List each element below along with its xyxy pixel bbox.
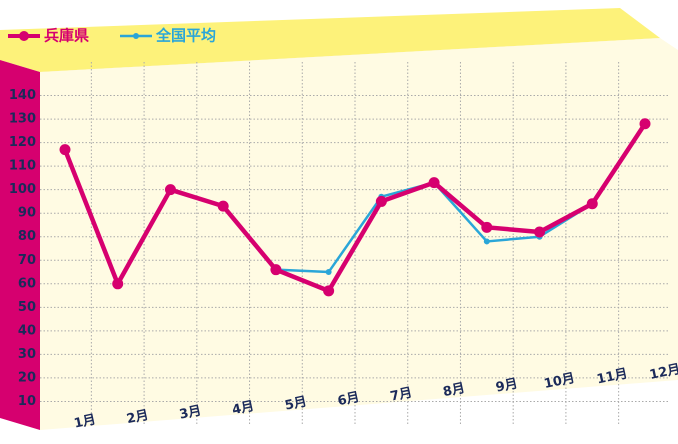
y-tick-label: 70	[18, 253, 36, 268]
x-tick-label: 3月	[178, 403, 203, 422]
x-tick-label: 6月	[336, 390, 361, 409]
data-point	[323, 285, 335, 297]
y-tick-label: 50	[18, 300, 36, 315]
data-point	[164, 184, 176, 196]
plot-area	[40, 38, 678, 430]
data-point	[59, 144, 71, 156]
legend-label: 全国平均	[155, 27, 216, 45]
y-tick-label: 20	[18, 370, 36, 385]
data-point	[325, 269, 332, 276]
data-point	[217, 200, 229, 212]
data-point	[481, 221, 493, 233]
data-point	[639, 118, 651, 130]
data-point	[270, 264, 282, 276]
x-tick-label: 11月	[596, 366, 630, 387]
y-tick-label: 100	[9, 182, 36, 197]
x-tick-label: 12月	[648, 362, 678, 383]
y-axis-band	[0, 60, 40, 430]
data-point	[112, 278, 124, 290]
y-tick-label: 80	[18, 229, 36, 244]
y-tick-label: 40	[18, 323, 36, 338]
y-tick-label: 120	[9, 135, 36, 150]
data-point	[375, 195, 387, 207]
x-tick-label: 5月	[284, 394, 309, 413]
y-tick-label: 10	[18, 394, 36, 409]
x-tick-label: 4月	[231, 399, 256, 418]
y-tick-label: 30	[18, 347, 36, 362]
x-tick-label: 2月	[125, 408, 150, 427]
y-tick-label: 60	[18, 276, 36, 291]
y-tick-label: 110	[9, 159, 36, 174]
top-band	[0, 8, 660, 72]
x-tick-label: 8月	[442, 381, 467, 400]
legend-label: 兵庫県	[44, 27, 89, 45]
y-tick-label: 90	[18, 206, 36, 221]
legend-marker	[19, 31, 29, 41]
x-tick-label: 10月	[543, 371, 577, 392]
y-tick-label: 130	[9, 112, 36, 127]
data-point	[483, 238, 490, 245]
x-tick-label: 1月	[73, 412, 98, 431]
data-point	[586, 198, 598, 210]
series-line	[62, 122, 647, 294]
x-tick-label: 7月	[389, 385, 414, 404]
data-point	[534, 226, 546, 238]
x-tick-label: 9月	[494, 376, 519, 395]
legend: 兵庫県 全国平均	[8, 27, 216, 45]
legend-marker	[133, 33, 139, 39]
data-point	[428, 177, 440, 189]
y-tick-label: 140	[9, 88, 36, 103]
